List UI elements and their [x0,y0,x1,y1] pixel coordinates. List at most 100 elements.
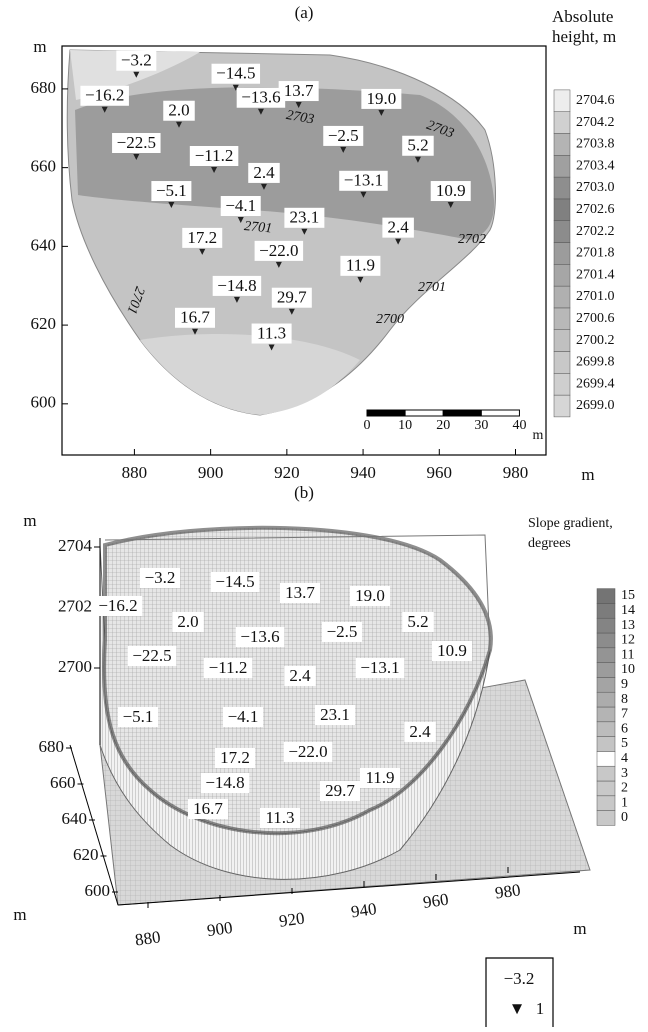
surface-point-label: −4.1 [228,707,259,726]
point-label: −13.1 [344,171,383,190]
point-label: −2.5 [328,126,359,145]
panel-title: (b) [294,483,314,502]
point-marker [357,276,364,283]
colorbar-band [553,351,571,374]
point-marker [101,106,108,113]
colorbar-band [553,155,571,178]
colorbar-band [596,617,616,634]
point-label: 5.2 [407,136,428,155]
y-tick-label: 600 [31,393,57,412]
surface-point-label: 11.9 [365,768,394,787]
point-marker [447,202,454,209]
colorbar-label: 2704.6 [576,93,615,108]
point-label-box [236,87,286,108]
colorbar-label: 2701.0 [576,289,615,304]
surface-point-label-box [283,742,333,762]
scalebar-label: 0 [364,418,371,433]
surface-point-label: 2.0 [177,612,198,631]
point-marker [232,84,239,91]
point-label: −22.5 [117,133,156,152]
colorbar-label: 2699.4 [576,376,615,391]
point-marker [360,191,367,198]
colorbar-band [553,329,571,352]
point-label-box [80,85,129,106]
point-label: −13.6 [241,88,280,107]
point-marker [233,296,240,303]
z-tick-label: 2704 [58,536,93,555]
surface-point-label-box [93,596,143,616]
y-tick-label: 660 [31,157,57,176]
colorbar-band [553,111,571,134]
x-tick-label: 940 [350,463,376,482]
colorbar-band [553,176,571,200]
y-tick-label: 620 [31,314,57,333]
surface-point-label-box [203,658,253,678]
colorbar-band [553,220,571,243]
colorbar-band [553,373,571,396]
z-axis-unit: m [23,511,36,530]
point-label-box [271,287,312,308]
colorbar-label: 3 [621,766,628,781]
point-marker [340,146,347,153]
colorbar-label: 2699.0 [576,398,615,413]
x-tick-label: 980 [503,463,529,482]
colorbar-band [596,662,616,678]
contour-label: 2703 [285,108,315,128]
panel-title: (a) [295,3,314,22]
y-tick-label: 640 [31,235,57,254]
x-tick-label: 880 [134,927,162,949]
colorbar-label: 14 [621,603,635,618]
scalebar-segment [404,409,444,417]
colorbar-band [553,133,571,156]
surface-point-label: 19.0 [355,586,385,605]
surface-point-label-box [223,707,263,727]
surface-point-label: 16.7 [193,799,223,818]
point-label: 2.4 [253,163,275,182]
surface-point-label: −22.5 [132,646,171,665]
z-tick-label: 2700 [58,657,92,676]
surface-point-label: −14.8 [205,773,244,792]
surface-point-label: 5.2 [407,612,428,631]
surface-point-label: −14.5 [215,572,254,591]
colorbar-band [553,394,571,418]
surface-point-label-box [315,705,355,725]
legend-box [485,957,554,1027]
point-label-box [220,195,261,216]
colorbar-band [596,632,616,649]
surface-point-label: 23.1 [320,705,350,724]
colorbar-title: Absolute [552,7,613,26]
x-axis [117,871,581,906]
point-marker [395,238,402,245]
x-tick-label: 880 [122,463,148,482]
plot-frame [61,45,547,456]
point-label-box [284,207,325,228]
surface-point-label-box [200,773,250,793]
colorbar-band [596,677,616,693]
surface-point-label-box [118,707,158,727]
colorbar-label: 2 [621,781,628,796]
point-label-box [182,227,223,248]
colorbar-label: 2702.2 [576,224,615,239]
point-label: 19.0 [366,89,396,108]
legend-label: −3.2 [504,969,535,988]
contour-label: 2701 [418,280,446,295]
colorbar-label: 9 [621,677,628,692]
point-marker [275,261,282,268]
colorbar-band [596,691,616,708]
plot-back-edge [104,534,491,651]
point-label: 2.4 [388,218,410,237]
y-tick-label: 680 [31,78,57,97]
surface-point-label-box [360,768,400,788]
x-tick-label: 920 [278,908,306,930]
point-label: −14.5 [216,64,255,83]
surface-point-label: −16.2 [98,596,137,615]
colorbar-label: 4 [621,751,628,766]
x-tick-label: 900 [206,918,234,940]
point-marker [168,202,175,209]
colorbar-label: 2704.2 [576,115,615,130]
colorbar-title: Slope gradient, [528,516,613,531]
colorbar-band [596,721,616,737]
surface-point-label: −5.1 [123,707,154,726]
surface-point-label-box [350,586,390,606]
point-label-box [323,125,364,146]
